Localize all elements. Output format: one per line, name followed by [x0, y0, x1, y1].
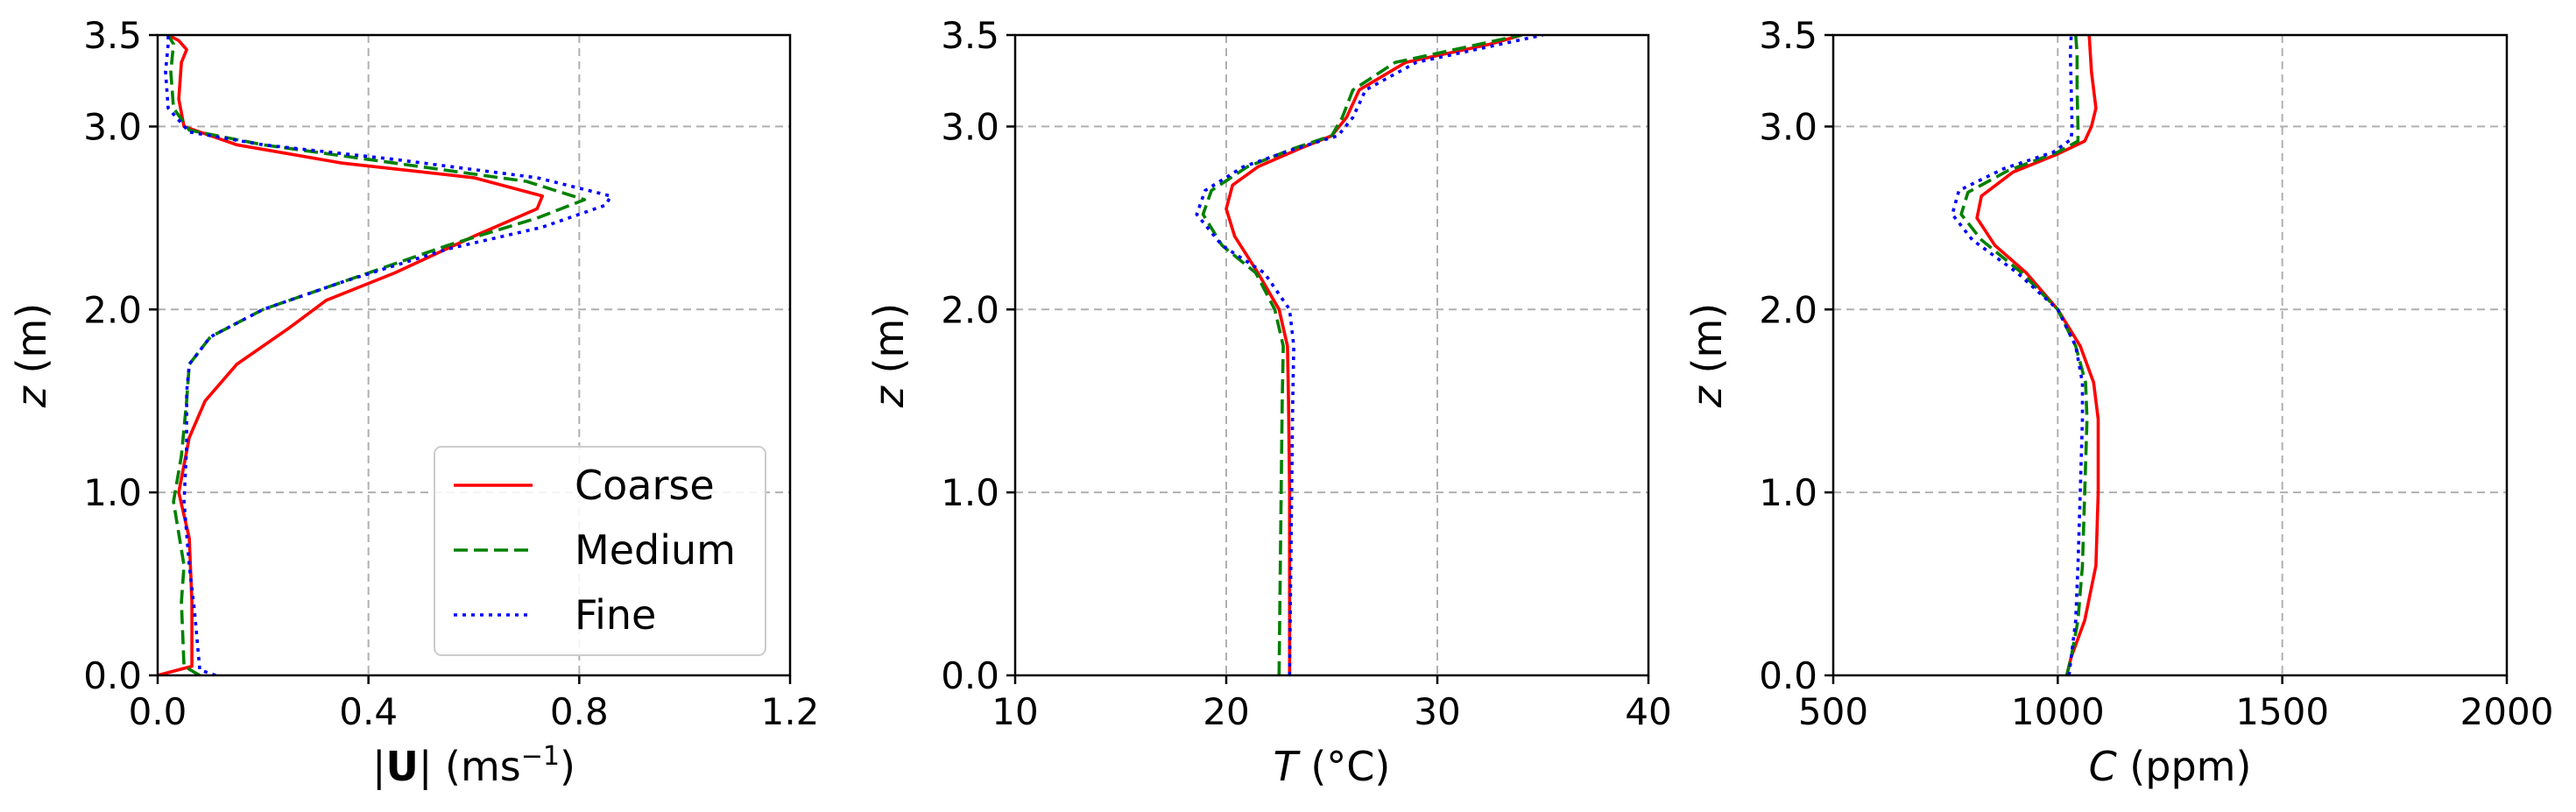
series-line-fine: [1195, 35, 1543, 675]
legend-label-coarse: Coarse: [575, 462, 715, 509]
legend-label-medium: Medium: [575, 526, 736, 574]
x-tick-label: 1500: [2235, 690, 2329, 733]
x-axis-label: C (ppm): [2089, 743, 2252, 790]
y-tick-label: 1.0: [941, 471, 999, 514]
y-axis-label: z (m): [8, 303, 55, 408]
y-tick-label: 1.0: [1759, 471, 1817, 514]
y-tick-label: 3.5: [83, 14, 142, 57]
temperature-panel: 10 20 30 40 0.0 1.0 2.0 3.0 3.5 T (°C) z (m): [865, 14, 1672, 790]
y-axis-label: z (m): [865, 303, 913, 408]
y-tick-label: 3.0: [83, 105, 142, 148]
y-tick-label: 0.0: [1759, 654, 1817, 697]
x-tick-label: 30: [1414, 690, 1460, 733]
x-tick-label: 0.8: [550, 690, 609, 733]
x-tick-label: 1000: [2011, 690, 2105, 733]
legend-box: [434, 446, 766, 656]
series-line-coarse: [1975, 35, 2100, 675]
velocity-panel: 0.0 0.4 0.8 1.2 0.0 1.0 2.0 3.0 3.5 |U| (ms−1) z (…: [8, 14, 819, 791]
plot-frame: [1013, 33, 1650, 677]
series-line-fine: [1951, 35, 2085, 675]
legend-label-fine: Fine: [575, 591, 656, 639]
x-axis-label: |U| (ms−1): [372, 741, 575, 791]
x-axis-label: T (°C): [1274, 743, 1391, 790]
concentration-panel: 500 1000 1500 2000 0.0 1.0 2.0 3.0 3.5 C (ppm) z (…: [1683, 14, 2553, 790]
y-tick-label: 1.0: [83, 471, 142, 514]
series-line-medium: [1959, 35, 2089, 675]
y-tick-label: 2.0: [941, 288, 999, 331]
x-tick-label: 0.0: [129, 690, 187, 733]
y-tick-label: 3.5: [941, 14, 999, 57]
y-tick-label: 3.0: [941, 105, 999, 148]
series-group: [1195, 35, 1543, 675]
y-axis-label: z (m): [1683, 303, 1731, 408]
y-tick-label: 3.0: [1759, 105, 1817, 148]
series-line-coarse: [1224, 35, 1522, 675]
x-tick-label: 20: [1203, 690, 1249, 733]
series-line-medium: [166, 35, 587, 675]
series-group: [1951, 35, 2100, 675]
legend: Coarse Medium Fine: [434, 446, 766, 656]
series-group: [158, 35, 613, 675]
y-tick-label: 2.0: [83, 288, 142, 331]
y-tick-label: 0.0: [83, 654, 142, 697]
x-tick-label: 40: [1625, 690, 1671, 733]
x-tick-label: 10: [992, 690, 1038, 733]
plot-frame: [156, 33, 792, 677]
x-tick-label: 0.4: [339, 690, 398, 733]
series-line-coarse: [158, 35, 544, 675]
x-tick-label: 1.2: [761, 690, 820, 733]
x-tick-label: 500: [1798, 690, 1868, 733]
plot-frame: [1831, 33, 2509, 677]
series-line-medium: [1201, 35, 1522, 675]
y-tick-label: 3.5: [1759, 14, 1817, 57]
x-tick-label: 2000: [2460, 690, 2554, 733]
y-tick-label: 0.0: [941, 654, 999, 697]
y-tick-label: 2.0: [1759, 288, 1817, 331]
